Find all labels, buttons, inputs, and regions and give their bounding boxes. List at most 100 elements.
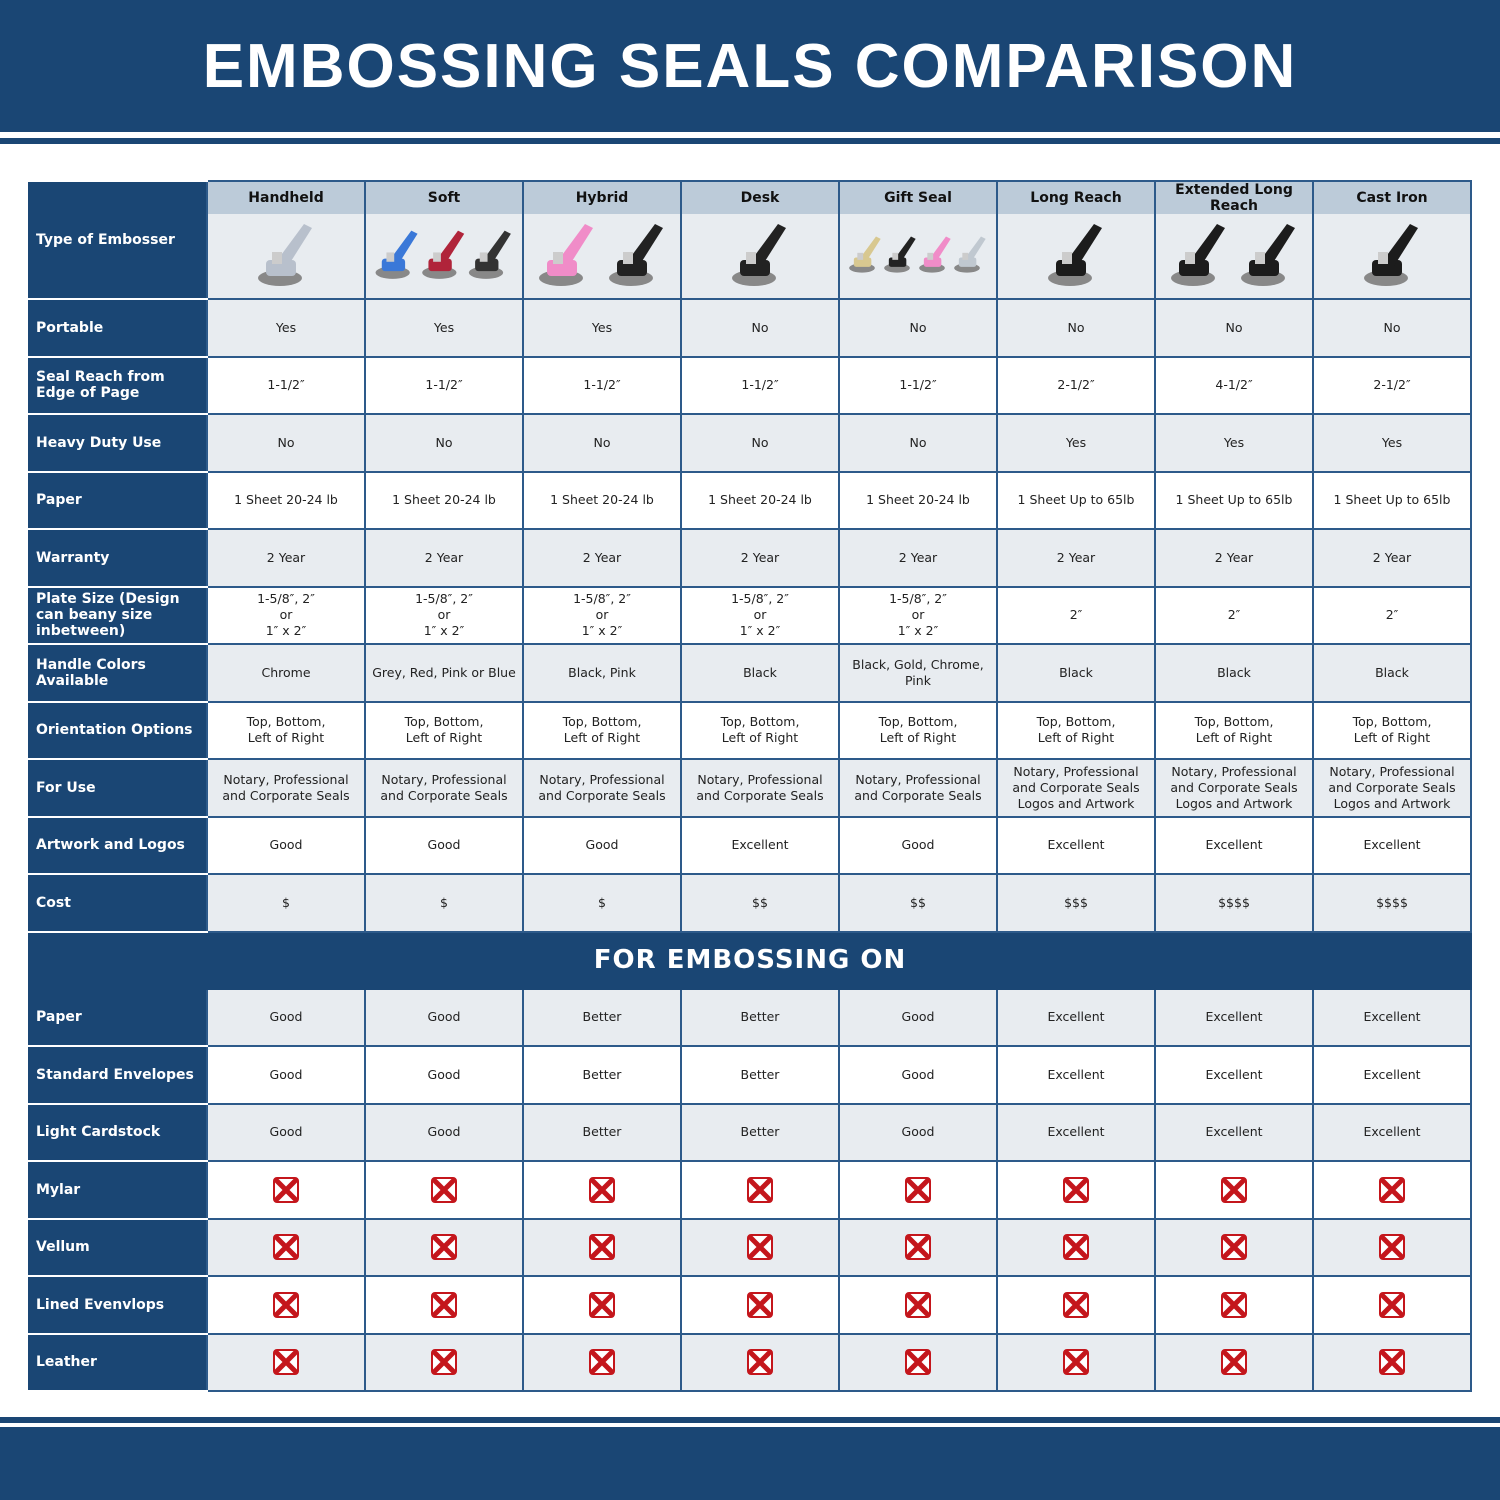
table-cell: Good (838, 1102, 998, 1162)
x-mark-icon (589, 1234, 615, 1261)
table-cell (1312, 1275, 1472, 1335)
table-cell: $$$$ (1312, 873, 1472, 933)
table-cell: Notary, Professional and Corporate Seals (838, 758, 998, 818)
table-cell: 1 Sheet 20-24 lb (522, 470, 682, 530)
table-cell (996, 1275, 1156, 1335)
x-mark-icon (1063, 1176, 1089, 1203)
table-cell: Better (522, 987, 682, 1047)
table-row: Handle Colors Available Chrome Grey, Red, … (29, 643, 1472, 703)
table-cell: 2-1/2″ (996, 355, 1156, 415)
row-label: For Use (29, 758, 207, 818)
table-cell: Better (680, 987, 840, 1047)
table-cell: $ (206, 873, 366, 933)
table-cell: Excellent (1312, 1045, 1472, 1105)
table-row: Orientation Options Top, Bottom, Left of … (29, 700, 1472, 760)
table-cell (680, 1332, 840, 1392)
table-cell: 1 Sheet 20-24 lb (206, 470, 366, 530)
x-mark-icon (905, 1291, 931, 1318)
table-cell (996, 1332, 1156, 1392)
table-cell: No (680, 298, 840, 358)
table-cell: Excellent (996, 815, 1156, 875)
table-cell: 2″ (1312, 585, 1472, 645)
table-cell: 1-5/8″, 2″ or 1″ x 2″ (680, 585, 840, 645)
table-cell (364, 1275, 524, 1335)
table-row: Paper Good Good Better Better Good Excellent Ex… (29, 987, 1472, 1047)
row-label: Warranty (29, 528, 207, 588)
table-cell: 2 Year (364, 528, 524, 588)
x-mark-icon (589, 1176, 615, 1203)
x-mark-icon (273, 1349, 299, 1376)
comparison-table: Type of Embosser Handheld Soft Hybrid Desk Gi… (28, 180, 1472, 1392)
row-label: Lined Evenvlops (29, 1275, 207, 1335)
table-cell: Excellent (1312, 987, 1472, 1047)
table-cell (1154, 1217, 1314, 1277)
table-cell: Good (206, 1045, 366, 1105)
section-title: FOR EMBOSSING ON (28, 930, 1472, 990)
table-cell: Yes (1312, 413, 1472, 473)
divider (0, 1417, 1500, 1423)
table-cell: 4-1/2″ (1154, 355, 1314, 415)
x-mark-icon (1063, 1234, 1089, 1261)
x-mark-icon (1379, 1176, 1405, 1203)
table-cell: 1-5/8″, 2″ or 1″ x 2″ (522, 585, 682, 645)
table-cell (522, 1160, 682, 1220)
column-header: Soft (364, 180, 524, 214)
column-header: Handheld (206, 180, 366, 214)
table-cell: Notary, Professional and Corporate Seals (680, 758, 840, 818)
table-cell (522, 1275, 682, 1335)
table-cell: 2 Year (206, 528, 366, 588)
x-mark-icon (431, 1234, 457, 1261)
table-cell: Good (364, 987, 524, 1047)
table-row: Mylar (29, 1160, 1472, 1220)
table-row: Standard Envelopes Good Good Better Better Go… (29, 1045, 1472, 1105)
table-cell: Better (680, 1102, 840, 1162)
x-mark-icon (1063, 1349, 1089, 1376)
table-cell (206, 1332, 366, 1392)
table-cell: $$$ (996, 873, 1156, 933)
table-cell: Top, Bottom, Left of Right (996, 700, 1156, 760)
row-label: Mylar (29, 1160, 207, 1220)
row-label: Plate Size (Design can beany size inbetw… (29, 585, 207, 645)
table-cell: Black (1154, 643, 1314, 703)
table-cell: Excellent (1312, 1102, 1472, 1162)
table-cell: No (1154, 298, 1314, 358)
product-image (1154, 214, 1314, 300)
table-cell: $ (364, 873, 524, 933)
x-mark-icon (589, 1291, 615, 1318)
column-header: Gift Seal (838, 180, 998, 214)
row-label: Heavy Duty Use (29, 413, 207, 473)
column-header: Desk (680, 180, 840, 214)
table-cell (838, 1217, 998, 1277)
table-row: Seal Reach from Edge of Page 1-1/2″ 1-1/2″… (29, 355, 1472, 415)
table-cell: 2″ (996, 585, 1156, 645)
table-cell: Notary, Professional and Corporate Seals… (1154, 758, 1314, 818)
table-row: Vellum (29, 1217, 1472, 1277)
row-label: Leather (29, 1332, 207, 1392)
table-cell (838, 1275, 998, 1335)
table-cell: 1-1/2″ (206, 355, 366, 415)
table-cell: Yes (1154, 413, 1314, 473)
product-image (838, 214, 998, 300)
table-cell: No (206, 413, 366, 473)
table-cell: 2 Year (1154, 528, 1314, 588)
table-cell: $$ (838, 873, 998, 933)
table-cell: 1 Sheet Up to 65lb (1312, 470, 1472, 530)
table-row: Heavy Duty Use No No No No No Yes Yes Yes (29, 413, 1472, 473)
table-cell: Black (680, 643, 840, 703)
table-cell: 2 Year (1312, 528, 1472, 588)
table-cell: 2 Year (838, 528, 998, 588)
table-cell (364, 1160, 524, 1220)
table-cell: Excellent (1154, 1045, 1314, 1105)
table-cell (996, 1217, 1156, 1277)
table-row: Warranty 2 Year 2 Year 2 Year 2 Year 2 Year 2 … (29, 528, 1472, 588)
table-cell: Excellent (1154, 987, 1314, 1047)
table-cell (1154, 1332, 1314, 1392)
table-cell (1154, 1275, 1314, 1335)
table-cell (206, 1217, 366, 1277)
table-cell: Notary, Professional and Corporate Seals (522, 758, 682, 818)
table-cell: No (996, 298, 1156, 358)
table-row: Artwork and Logos Good Good Good Excellent Go… (29, 815, 1472, 875)
table-row: Leather (29, 1332, 1472, 1392)
table-cell: Notary, Professional and Corporate Seals (364, 758, 524, 818)
table-cell (680, 1217, 840, 1277)
